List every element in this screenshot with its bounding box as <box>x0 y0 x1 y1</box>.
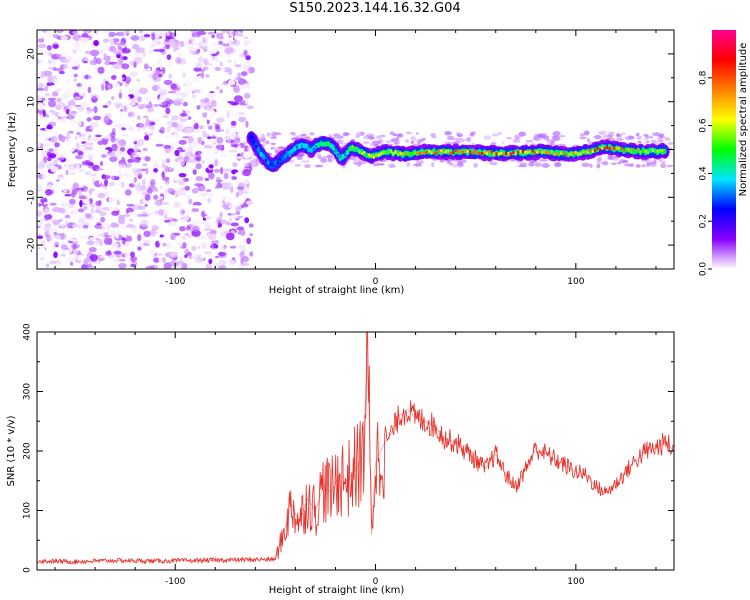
y-tick-label: 0 <box>27 146 37 152</box>
colorbar-label: Normalized spectral amplitude <box>738 43 749 197</box>
noise-region <box>37 30 255 269</box>
y-tick-label: 100 <box>23 502 33 519</box>
y-tick-label: 300 <box>23 383 33 400</box>
colorbar-tick-label: 0.2 <box>699 214 709 228</box>
colorbar-tick-label: 0.8 <box>699 70 709 85</box>
y-tick-label: 10 <box>27 96 37 108</box>
x-tick-label: 0 <box>373 577 379 587</box>
colorbar-tick-label: 0.4 <box>699 166 709 181</box>
snr-panel: -100 0 100 0 100 200 300 400 Height of straight … <box>6 323 675 596</box>
y-tick-label: 400 <box>23 323 33 340</box>
x-axis-label: Height of straight line (km) <box>269 285 405 296</box>
y-axis-label: Frequency (Hz) <box>7 112 18 188</box>
x-axis-label: Height of straight line (km) <box>269 585 405 596</box>
y-tick-label: -10 <box>27 190 37 205</box>
y-tick-label: 0 <box>23 567 33 573</box>
x-tick-label: 100 <box>567 577 584 587</box>
snr-series-line <box>37 332 674 565</box>
x-tick-label: -100 <box>165 277 186 287</box>
x-tick-label: 100 <box>567 277 584 287</box>
snr-series-anchor-line <box>37 332 674 563</box>
y-axis-label: SNR (10 * v/v) <box>6 415 17 486</box>
colorbar-tick-label: 0.0 <box>699 262 709 277</box>
signal-track-layer <box>250 137 666 167</box>
x-tick-label: 0 <box>373 277 379 287</box>
y-tick-label: -20 <box>27 237 37 252</box>
signal-track <box>246 131 670 173</box>
snr-frame <box>36 331 675 571</box>
spectrogram-plot-area <box>37 30 674 269</box>
snr-plot-area <box>37 332 674 565</box>
colorbar-tick-label: 0.6 <box>699 118 709 133</box>
colorbar: 0.0 0.2 0.4 0.6 0.8 Normalized spectral ampli… <box>699 30 749 277</box>
chart-title: S150.2023.144.16.32.G04 <box>289 1 461 16</box>
y-tick-label: 200 <box>23 442 33 459</box>
y-tick-label: 20 <box>27 48 37 60</box>
x-tick-label: -100 <box>165 577 186 587</box>
colorbar-gradient <box>712 30 736 269</box>
